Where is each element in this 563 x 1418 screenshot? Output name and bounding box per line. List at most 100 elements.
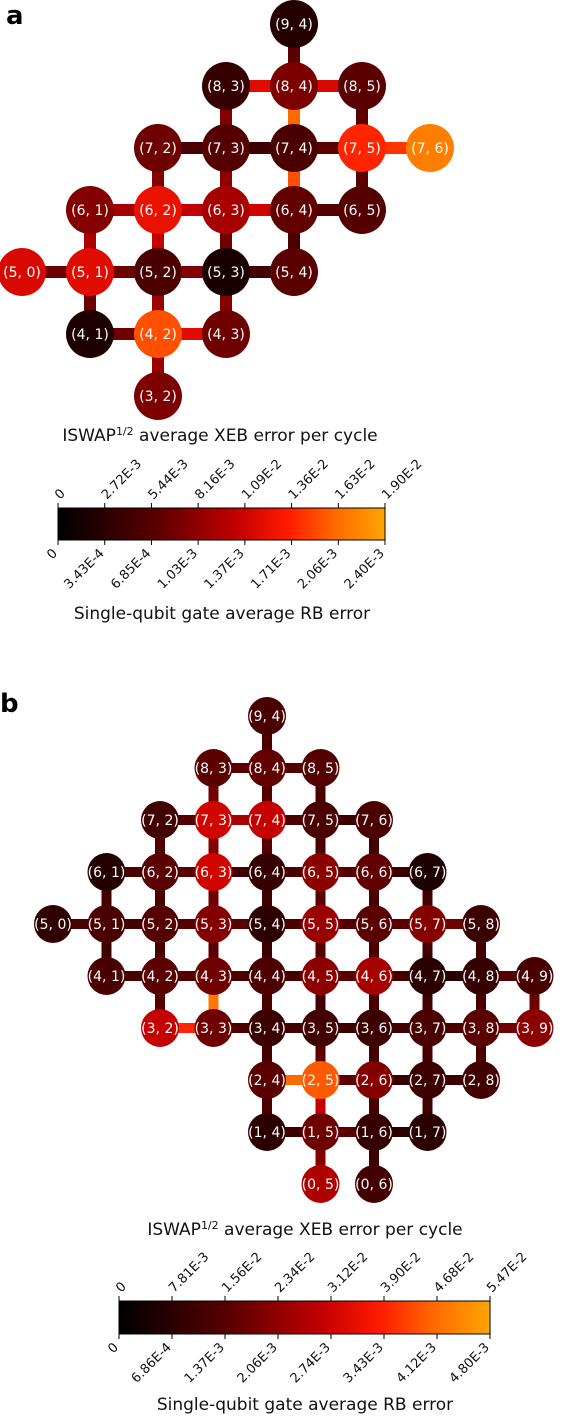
qubit-node: (6, 4) xyxy=(248,853,286,891)
qubit-circle xyxy=(134,310,182,358)
panel-letter-b: b xyxy=(0,689,19,719)
qubit-circle xyxy=(406,124,454,172)
qubit-label: (3, 9) xyxy=(516,1021,554,1037)
qubit-node: (5, 4) xyxy=(270,248,318,296)
qubit-label: (6, 1) xyxy=(88,865,126,881)
qubit-circle xyxy=(87,957,126,995)
qubit-node: (7, 5) xyxy=(338,124,386,172)
qubit-circle xyxy=(66,186,114,234)
qubit-circle xyxy=(338,186,386,234)
qubit-label: (6, 3) xyxy=(195,865,233,881)
qubit-node: (6, 6) xyxy=(355,853,393,891)
qubit-node: (8, 5) xyxy=(301,749,340,787)
panel-b-single-title: Single-qubit gate average RB error xyxy=(157,1395,453,1415)
qubit-node: (4, 1) xyxy=(87,957,126,995)
single-tick-label: 1.03E-3 xyxy=(155,546,201,592)
qubit-circle xyxy=(408,905,447,943)
qubit-circle xyxy=(194,1009,233,1047)
qubit-label: (5, 0) xyxy=(34,917,72,933)
qubit-label: (2, 5) xyxy=(302,1073,340,1089)
qubit-node: (6, 2) xyxy=(141,853,179,891)
single-tick-label: 3.43E-4 xyxy=(61,546,107,592)
coupler-tick-label: 7.81E-3 xyxy=(166,1250,212,1296)
coupler-tick-label: 3.12E-2 xyxy=(325,1250,371,1296)
qubit-label: (5, 8) xyxy=(462,917,500,933)
qubit-node: (4, 2) xyxy=(141,957,179,995)
qubit-label: (3, 4) xyxy=(248,1021,286,1037)
qubit-label: (6, 4) xyxy=(275,203,313,219)
qubit-node: (8, 3) xyxy=(194,749,233,787)
qubit-circle xyxy=(134,372,182,420)
qubit-circle xyxy=(202,248,250,296)
qubit-label: (2, 6) xyxy=(355,1073,393,1089)
qubit-node: (9, 4) xyxy=(270,0,318,48)
qubit-node: (5, 0) xyxy=(34,905,72,943)
qubit-node: (3, 5) xyxy=(301,1009,340,1047)
qubit-circle xyxy=(408,853,447,891)
qubit-node: (6, 5) xyxy=(338,186,386,234)
qubit-label: (6, 1) xyxy=(71,203,109,219)
qubit-circle xyxy=(355,853,393,891)
single-tick-label: 0 xyxy=(105,1340,121,1356)
qubit-circle xyxy=(134,248,182,296)
qubit-node: (4, 4) xyxy=(248,957,286,995)
coupler-tick-label: 8.16E-3 xyxy=(192,457,238,503)
coupler-tick-label: 2.72E-3 xyxy=(99,457,145,503)
qubit-circle xyxy=(248,957,286,995)
qubit-label: (0, 5) xyxy=(302,1177,340,1193)
qubit-node: (4, 1) xyxy=(66,310,114,358)
qubit-label: (8, 4) xyxy=(275,79,313,95)
qubit-node: (5, 1) xyxy=(66,248,114,296)
qubit-label: (7, 4) xyxy=(248,813,286,829)
qubit-circle xyxy=(355,1113,393,1151)
qubit-circle xyxy=(270,0,318,48)
qubit-node: (4, 3) xyxy=(194,957,233,995)
qubit-label: (8, 5) xyxy=(343,79,381,95)
qubit-label: (1, 7) xyxy=(409,1125,447,1141)
qubit-circle xyxy=(194,801,233,839)
qubit-node: (3, 2) xyxy=(134,372,182,420)
qubit-circle xyxy=(0,248,46,296)
qubit-node: (9, 4) xyxy=(248,697,286,735)
qubit-label: (6, 2) xyxy=(139,203,177,219)
qubit-label: (5, 6) xyxy=(355,917,393,933)
qubit-circle xyxy=(248,801,286,839)
qubit-label: (6, 2) xyxy=(141,865,179,881)
qubit-circle xyxy=(301,853,340,891)
qubit-node: (2, 6) xyxy=(355,1061,393,1099)
qubit-node: (1, 6) xyxy=(355,1113,393,1151)
qubit-circle xyxy=(194,853,233,891)
panel-b: b (9, 4) (8, 3) (8, 4) (8, 5) (7, 2) (7, 3) (7… xyxy=(0,689,554,1415)
panel-a-single-title: Single-qubit gate average RB error xyxy=(74,604,370,624)
qubit-node: (6, 2) xyxy=(134,186,182,234)
qubit-label: (3, 5) xyxy=(302,1021,340,1037)
qubit-circle xyxy=(34,905,72,943)
qubit-label: (7, 3) xyxy=(195,813,233,829)
qubit-label: (8, 4) xyxy=(248,761,286,777)
single-tick-label: 1.37E-3 xyxy=(202,546,248,592)
qubit-label: (5, 4) xyxy=(275,265,313,281)
qubit-label: (3, 2) xyxy=(141,1021,179,1037)
qubit-label: (4, 3) xyxy=(195,969,233,985)
qubit-node: (1, 7) xyxy=(408,1113,447,1151)
qubit-circle xyxy=(301,801,340,839)
single-tick-label: 2.40E-3 xyxy=(342,546,388,592)
qubit-label: (4, 2) xyxy=(139,327,177,343)
qubit-node: (0, 5) xyxy=(301,1165,340,1203)
qubit-circle xyxy=(202,62,250,110)
panel-b-coupler-ticks: 0 7.81E-3 1.56E-2 2.34E-2 3.12E-2 3.90E-2 4.68… xyxy=(113,1250,530,1301)
qubit-circle xyxy=(462,1009,500,1047)
single-tick-label: 1.37E-3 xyxy=(182,1340,228,1386)
qubit-circle xyxy=(301,1009,340,1047)
single-tick-label: 2.06E-3 xyxy=(235,1340,281,1386)
qubit-node: (7, 6) xyxy=(355,801,393,839)
qubit-label: (3, 3) xyxy=(195,1021,233,1037)
qubit-node: (7, 4) xyxy=(248,801,286,839)
qubit-label: (0, 6) xyxy=(355,1177,393,1193)
qubit-label: (4, 5) xyxy=(302,969,340,985)
qubit-node: (8, 3) xyxy=(202,62,250,110)
coupler-tick-label: 0 xyxy=(52,486,68,502)
qubit-label: (7, 4) xyxy=(275,141,313,157)
qubit-node: (8, 4) xyxy=(270,62,318,110)
coupler-tick-label: 1.63E-2 xyxy=(333,457,379,503)
